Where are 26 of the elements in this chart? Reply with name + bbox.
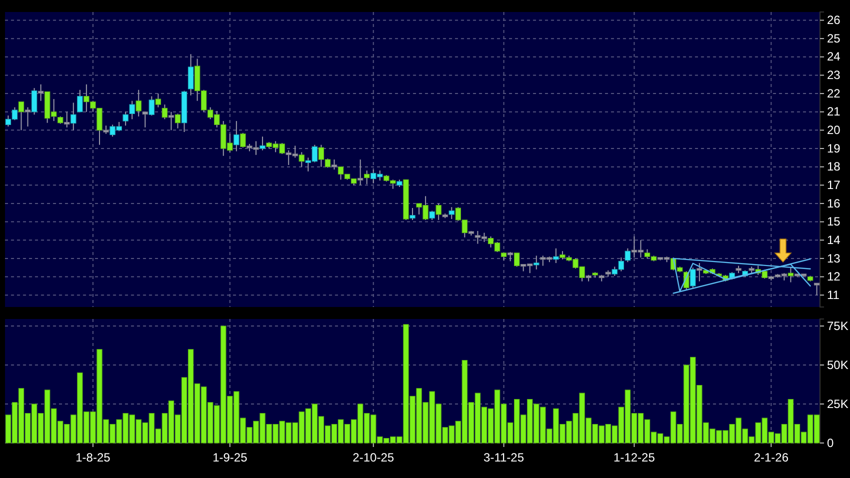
y-tick-label: 24 <box>827 50 841 64</box>
y-tick-label: 15 <box>827 214 841 229</box>
y-tick-label: 16 <box>827 196 841 210</box>
y-tick-label: 25 <box>827 31 841 46</box>
y-tick-label: 19 <box>827 141 841 156</box>
y-tick-label: 26 <box>827 13 841 28</box>
x-tick-label: 1-9-25 <box>212 450 248 465</box>
x-tick-label: 3-11-25 <box>484 450 524 465</box>
y-tick-label: 0 <box>827 436 834 450</box>
y-tick-label: 17 <box>827 178 841 192</box>
y-tick-label: 22 <box>827 86 841 100</box>
y-tick-label: 25K <box>827 396 848 411</box>
y-tick-label: 18 <box>827 160 841 174</box>
y-tick-label: 14 <box>827 232 841 247</box>
y-tick-label: 12 <box>827 270 841 284</box>
x-tick-label: 2-1-26 <box>754 450 789 465</box>
y-tick-label: 50K <box>827 358 848 372</box>
x-tick-label: 1-8-25 <box>76 450 111 465</box>
y-tick-label: 20 <box>827 123 841 138</box>
x-tick-label: 2-10-25 <box>352 450 394 465</box>
y-tick-label: 75K <box>827 318 848 333</box>
y-tick-label: 13 <box>827 251 841 266</box>
x-tick-label: 1-12-25 <box>614 450 656 465</box>
y-tick-label: 11 <box>827 288 840 302</box>
y-tick-label: 23 <box>827 68 841 82</box>
y-tick-label: 21 <box>827 104 841 119</box>
